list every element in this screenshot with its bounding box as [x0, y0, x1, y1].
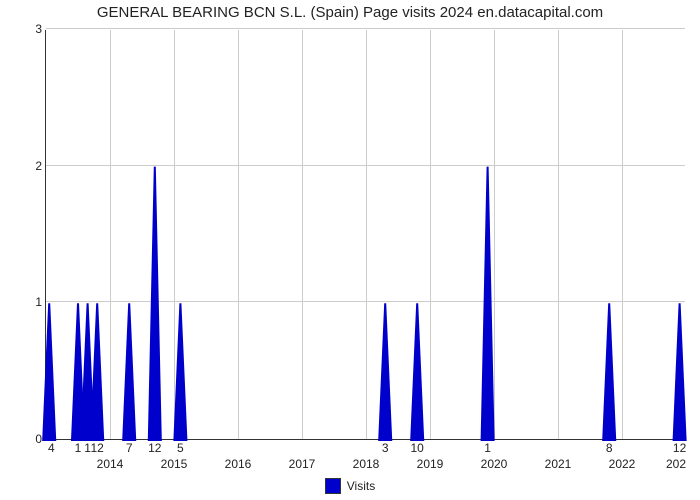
- visit-spike: [149, 167, 161, 440]
- legend-label: Visits: [347, 479, 375, 493]
- visit-spike: [123, 303, 135, 440]
- spike-label: 12: [91, 441, 104, 455]
- x-tick-label: 2022: [609, 457, 636, 471]
- x-tick-label: 2021: [545, 457, 572, 471]
- spike-label: 5: [177, 441, 184, 455]
- visit-spike: [174, 303, 186, 440]
- y-tick-label: 0: [26, 432, 42, 446]
- x-tick-label: 2019: [417, 457, 444, 471]
- visit-spike: [603, 303, 615, 440]
- spike-label: 7: [126, 441, 133, 455]
- spike-label: 3: [382, 441, 389, 455]
- stray-label-4: 4: [48, 441, 55, 455]
- visit-spike: [674, 303, 686, 440]
- y-tick-label: 3: [26, 22, 42, 36]
- spike-label: 8: [606, 441, 613, 455]
- x-tick-label: 2020: [481, 457, 508, 471]
- legend-swatch: [325, 478, 341, 494]
- spike-label: 10: [411, 441, 424, 455]
- x-tick-label: 2015: [161, 457, 188, 471]
- x-edge-label-right: 202: [666, 457, 686, 471]
- visit-spike: [411, 303, 423, 440]
- y-tick-label: 1: [26, 295, 42, 309]
- spike-label: 1: [75, 441, 82, 455]
- x-tick-label: 2014: [97, 457, 124, 471]
- spike-label: 12: [673, 441, 686, 455]
- x-tick-label: 2018: [353, 457, 380, 471]
- plot-area: 0123201420152016201720182019202020212022…: [45, 30, 685, 440]
- visit-spike: [379, 303, 391, 440]
- visit-spike: [482, 167, 494, 440]
- visit-spike: [91, 303, 103, 440]
- chart-container: GENERAL BEARING BCN S.L. (Spain) Page vi…: [0, 0, 700, 500]
- chart-title: GENERAL BEARING BCN S.L. (Spain) Page vi…: [0, 4, 700, 21]
- y-tick-label: 2: [26, 159, 42, 173]
- x-tick-label: 2017: [289, 457, 316, 471]
- series-svg: [46, 30, 686, 440]
- spike-label: 1: [484, 441, 491, 455]
- spike-label: 12: [148, 441, 161, 455]
- chart-legend: Visits: [0, 478, 700, 494]
- y-gridline: [46, 28, 685, 29]
- x-tick-label: 2016: [225, 457, 252, 471]
- visit-spike: [43, 303, 55, 440]
